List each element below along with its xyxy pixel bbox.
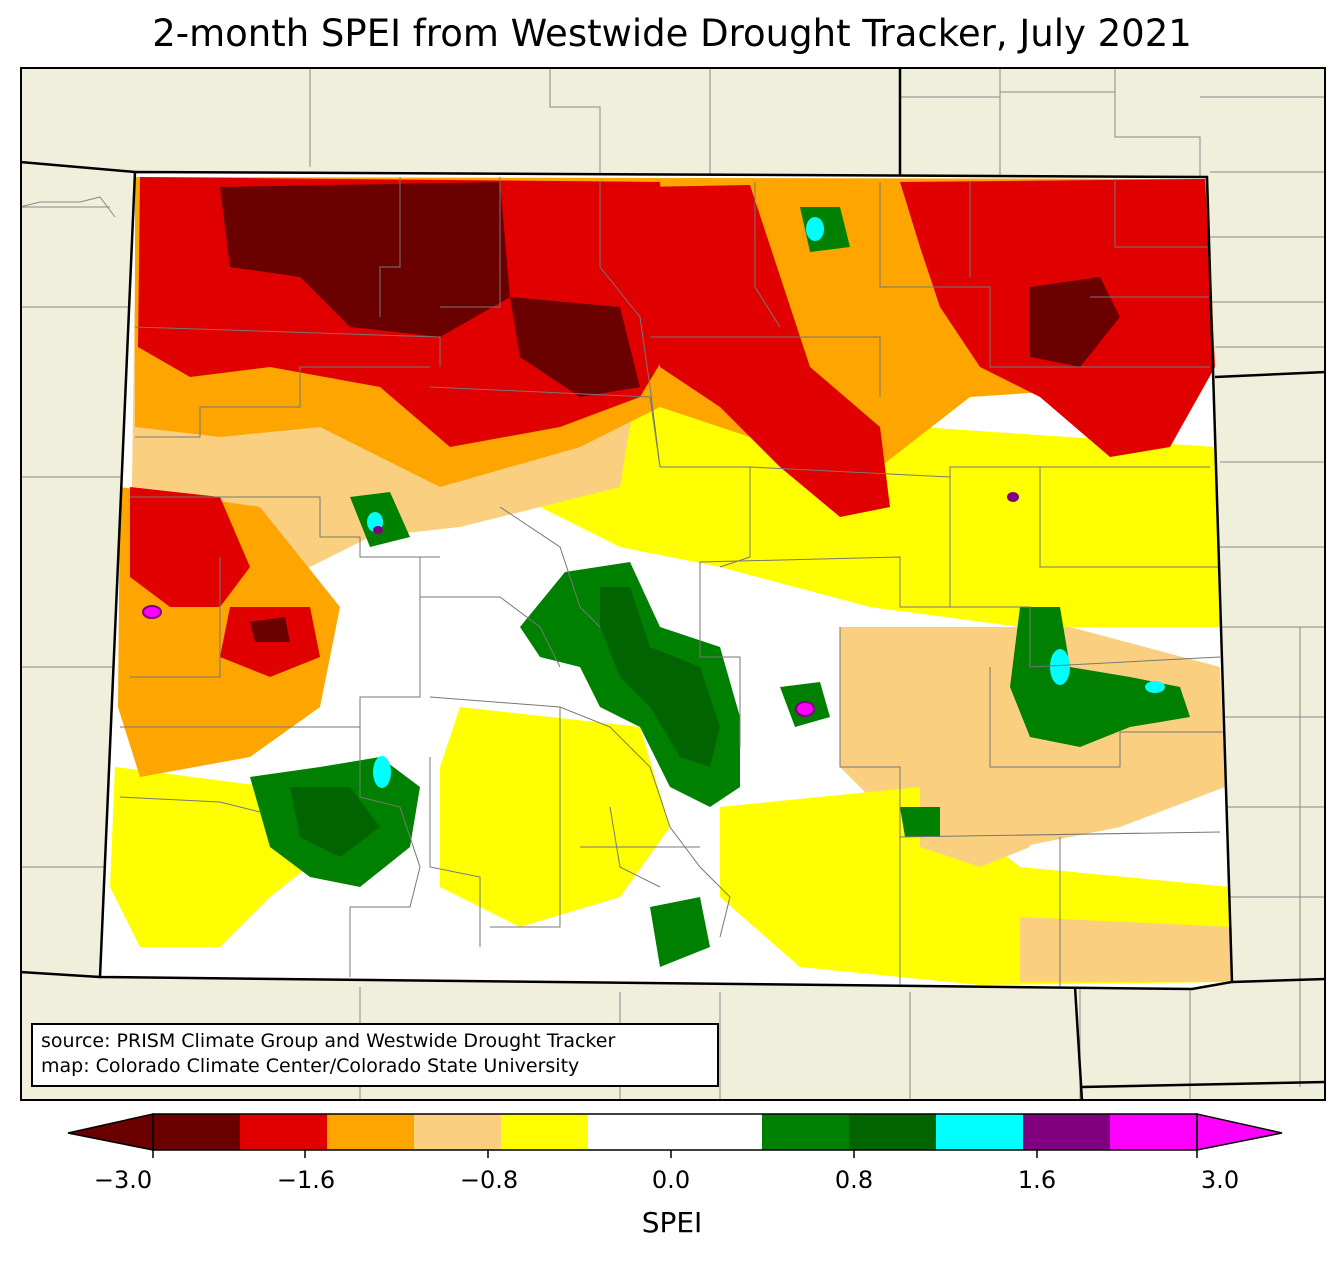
colorbar-right-arrow — [1196, 1113, 1283, 1151]
colorbar-label: SPEI — [641, 1206, 703, 1239]
neighbor-county-lines — [20, 67, 1326, 1101]
zone-very-wet-central — [600, 587, 720, 767]
state-boundaries — [20, 67, 1326, 1101]
zone-severe-dry-northcentral — [510, 297, 640, 397]
colorbar-segment — [762, 1114, 850, 1150]
zone-severe-dry-northeast — [1030, 277, 1120, 367]
map-area — [20, 67, 1326, 1101]
colorbar-ticks — [152, 1150, 1198, 1158]
colorbar-segments — [153, 1114, 1198, 1150]
zone-extremely-wet-spot-4 — [1145, 681, 1165, 693]
zone-abnormally-dry-south — [440, 707, 670, 927]
spei-zones — [110, 177, 1232, 985]
colorbar — [67, 1113, 1283, 1158]
zone-record-wet-spot-4 — [373, 526, 383, 534]
map-credit-line: map: Colorado Climate Center/Colorado St… — [41, 1055, 580, 1077]
source-note: source: PRISM Climate Group and Westwide… — [31, 1023, 719, 1087]
colorbar-segment — [327, 1114, 415, 1150]
zone-very-wet-southwest — [290, 787, 380, 857]
colorbar-segment — [501, 1114, 589, 1150]
colorbar-left-arrow — [67, 1113, 154, 1151]
source-line: source: PRISM Climate Group and Westwide… — [41, 1030, 616, 1052]
zone-record-wet-spot-1 — [142, 605, 162, 619]
zone-extremely-wet-spot-3 — [1050, 649, 1070, 685]
colorbar-segment — [240, 1114, 328, 1150]
zone-severe-dry-north — [220, 182, 510, 337]
colorbar-segment — [588, 1114, 676, 1150]
colorbar-tick-label: 0.0 — [651, 1166, 691, 1194]
colorbar-tick-label: −3.0 — [93, 1166, 153, 1194]
colorbar-segment — [414, 1114, 502, 1150]
zone-severe-dry-west-spot — [250, 617, 290, 642]
zone-slightly-dry-south-corner — [1020, 917, 1232, 982]
colorbar-segment — [153, 1114, 241, 1150]
zone-record-wet-spot-3 — [1007, 492, 1019, 502]
colorbar-tick-label: 3.0 — [1200, 1166, 1240, 1194]
colorbar-tick-label: 0.8 — [834, 1166, 874, 1194]
zone-wet-small-4 — [900, 807, 940, 837]
zone-extremely-wet-spot-1 — [373, 756, 391, 788]
zone-very-dry-northcentral — [640, 185, 890, 517]
colorbar-segment — [675, 1114, 763, 1150]
zone-wet-small-3 — [650, 897, 710, 967]
zone-slightly-dry-southeast — [920, 727, 1030, 867]
colorado-boundary — [98, 170, 1234, 991]
colorbar-tick-label: 1.6 — [1017, 1166, 1057, 1194]
colorbar-segment — [936, 1114, 1024, 1150]
zone-wet-east — [1010, 607, 1190, 747]
zone-record-wet-spot-2 — [795, 701, 815, 717]
colorbar-segment — [1110, 1114, 1198, 1150]
colorbar-segment — [1023, 1114, 1111, 1150]
colorbar-segment — [849, 1114, 937, 1150]
colorbar-tick-label: −0.8 — [459, 1166, 519, 1194]
colorbar-outline — [152, 1113, 1198, 1151]
map-border — [20, 67, 1326, 1101]
colorbar-tick-label: −1.6 — [276, 1166, 336, 1194]
zone-extremely-wet-spot-2 — [806, 217, 824, 241]
colorado-county-lines — [119, 177, 1225, 987]
map-title: 2-month SPEI from Westwide Drought Track… — [152, 12, 1192, 55]
